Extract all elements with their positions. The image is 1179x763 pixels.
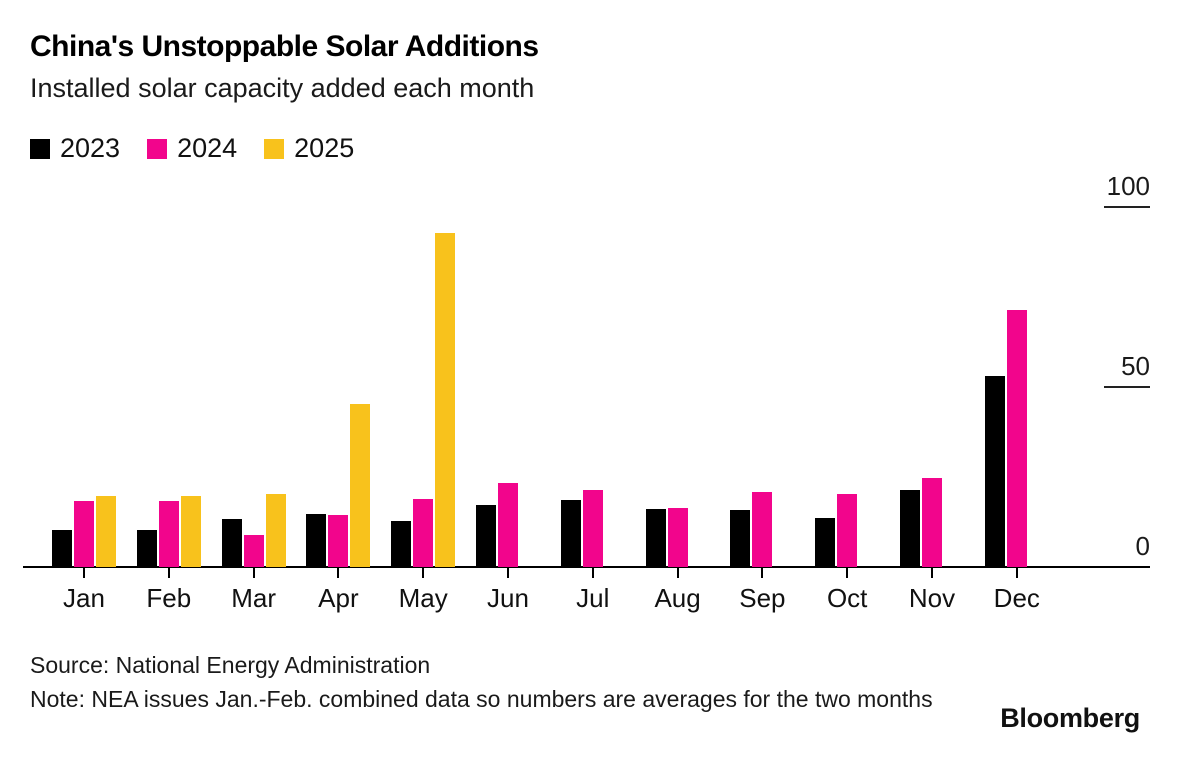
legend: 2023 2024 2025 — [30, 135, 354, 162]
chart-subtitle: Installed solar capacity added each mont… — [30, 73, 535, 103]
bar-2024-May — [413, 499, 434, 567]
x-label-Oct: Oct — [826, 583, 868, 613]
bar-2024-Apr — [328, 515, 349, 567]
x-label-Feb: Feb — [146, 583, 192, 613]
x-tick-Jul — [591, 568, 594, 578]
x-tick-Aug — [676, 568, 679, 578]
x-label-Apr: Apr — [318, 583, 359, 613]
bar-2024-Feb — [158, 501, 179, 567]
bar-2025-Jan — [96, 496, 116, 567]
bar-2023-Jul — [560, 500, 581, 567]
bar-2023-Aug — [645, 509, 666, 567]
x-tick-Jun — [507, 568, 509, 578]
bar-2023-Nov — [900, 490, 920, 567]
y-tick-dash-50 — [1104, 386, 1150, 388]
x-tick-May — [422, 568, 425, 578]
x-label-Jun: Jun — [487, 583, 529, 613]
y-tick-dash-100 — [1104, 206, 1150, 208]
legend-item-2025: 2025 — [264, 135, 354, 162]
x-tick-Apr — [337, 568, 340, 578]
bar-2023-May — [391, 521, 412, 567]
bar-2023-Jan — [52, 530, 72, 567]
x-tick-Sep — [761, 568, 764, 578]
legend-label-2025: 2025 — [294, 133, 355, 163]
x-tick-Mar — [252, 568, 255, 578]
bar-2023-Feb — [136, 530, 157, 567]
bar-2025-May — [435, 233, 456, 567]
x-label-Dec: Dec — [993, 583, 1040, 613]
y-tick-label-50: 50 — [1121, 351, 1150, 381]
legend-swatch-2025 — [264, 138, 285, 159]
bar-2023-Oct — [815, 518, 836, 567]
x-label-Sep: Sep — [739, 583, 786, 613]
legend-label-2024: 2024 — [177, 133, 238, 163]
legend-label-2023: 2023 — [60, 133, 121, 163]
bar-2025-Apr — [350, 404, 371, 567]
y-tick-label-100: 100 — [1106, 171, 1150, 201]
bar-2024-Nov — [922, 478, 942, 567]
bar-2023-Sep — [730, 510, 751, 567]
y-tick-label-0: 0 — [1135, 531, 1150, 561]
bar-2025-Feb — [180, 496, 201, 567]
chart-title: China's Unstoppable Solar Additions — [30, 30, 539, 63]
x-label-Mar: Mar — [231, 583, 276, 613]
x-axis-line — [23, 566, 1150, 568]
bloomberg-logo: Bloomberg — [1000, 703, 1140, 733]
x-label-Aug: Aug — [654, 583, 701, 613]
bar-2024-Jun — [498, 483, 518, 567]
source-note: Source: National Energy Administration — [30, 652, 431, 678]
legend-swatch-2023 — [30, 138, 50, 159]
x-tick-Jan — [83, 568, 85, 578]
bar-2024-Jul — [582, 490, 603, 567]
x-label-Jul: Jul — [576, 583, 610, 613]
footer: Source: National Energy Administration N… — [30, 648, 940, 716]
legend-item-2024: 2024 — [147, 135, 237, 162]
legend-swatch-2024 — [147, 138, 168, 159]
bar-2023-Dec — [984, 376, 1005, 567]
bar-2024-Dec — [1006, 310, 1027, 567]
bar-2023-Apr — [306, 514, 327, 567]
x-tick-Oct — [846, 568, 849, 578]
x-tick-Dec — [1015, 568, 1018, 578]
x-label-Nov: Nov — [908, 583, 956, 613]
legend-item-2023: 2023 — [30, 135, 120, 162]
x-label-May: May — [398, 583, 448, 613]
bar-2025-Mar — [265, 494, 286, 567]
bar-2024-Sep — [752, 492, 773, 567]
bar-2024-Aug — [667, 508, 688, 567]
bar-2023-Mar — [221, 519, 242, 567]
bar-2024-Oct — [837, 494, 858, 567]
bar-2023-Jun — [476, 505, 496, 567]
x-tick-Nov — [931, 568, 933, 578]
bar-2024-Jan — [74, 501, 94, 567]
x-label-Jan: Jan — [63, 583, 105, 613]
bar-2024-Mar — [243, 535, 264, 567]
chart-plot-area: Jan Feb Mar Apr May Jun Jul Aug Sep Oct Nov Dec 0 50 1… — [0, 171, 1179, 630]
x-tick-Feb — [167, 568, 170, 578]
methodology-note: Note: NEA issues Jan.-Feb. combined data… — [30, 686, 933, 712]
